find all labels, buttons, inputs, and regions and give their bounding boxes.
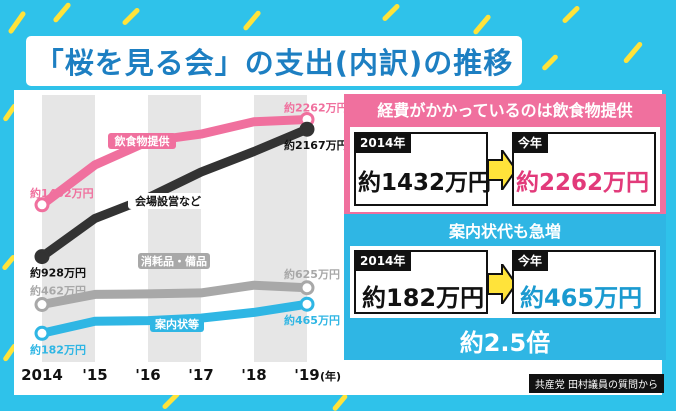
to-year-label: 今年 bbox=[512, 132, 549, 153]
data-point bbox=[299, 296, 315, 312]
series-tag: 消耗品・備品 bbox=[138, 253, 210, 269]
data-point bbox=[34, 197, 50, 213]
series-name: 案内状等 bbox=[154, 317, 199, 331]
arrow-right-icon bbox=[488, 150, 518, 190]
from-amount: 約1432万円 bbox=[358, 170, 492, 196]
data-point bbox=[34, 249, 50, 265]
series-tag: 案内状等 bbox=[150, 316, 204, 332]
x-tick-label: '15 bbox=[82, 366, 107, 384]
data-point bbox=[34, 297, 50, 313]
data-label: 約462万円 bbox=[30, 284, 86, 298]
x-tick-label: '18 bbox=[241, 366, 266, 384]
series-tag: 飲食物提供 bbox=[108, 133, 176, 149]
x-tick-label: '17 bbox=[188, 366, 213, 384]
data-point bbox=[299, 121, 315, 137]
from-year-label: 2014年 bbox=[354, 132, 412, 153]
callout-food-header: 経費がかかっているのは飲食物提供 bbox=[377, 101, 633, 120]
data-point bbox=[299, 280, 315, 296]
arrow-right-icon bbox=[488, 264, 518, 304]
from-year-label: 2014年 bbox=[354, 250, 412, 271]
series-line bbox=[37, 280, 312, 309]
to-amount: 約2262万円 bbox=[516, 170, 650, 196]
series-tag: 会場設営など bbox=[128, 193, 208, 209]
to-card bbox=[512, 132, 656, 206]
data-label: 約928万円 bbox=[30, 266, 86, 280]
data-label: 約625万円 bbox=[284, 267, 340, 281]
data-label: 約182万円 bbox=[30, 342, 86, 356]
data-label: 約2262万円 bbox=[284, 100, 348, 114]
series-name: 会場設営など bbox=[135, 194, 201, 208]
data-point bbox=[34, 325, 50, 341]
series-name: 消耗品・備品 bbox=[141, 254, 207, 268]
x-tick-label: '19 bbox=[294, 366, 319, 384]
source-caption: 共産党 田村議員の質問から bbox=[528, 374, 664, 393]
x-tick-label: '16 bbox=[135, 366, 160, 384]
to-amount: 約465万円 bbox=[520, 284, 643, 312]
x-tick-label: 2014 bbox=[21, 366, 63, 384]
multiplier-label: 約2.5倍 bbox=[459, 328, 551, 357]
series-line bbox=[37, 124, 312, 262]
x-unit-label: (年) bbox=[320, 369, 341, 383]
from-amount: 約182万円 bbox=[362, 284, 485, 312]
callout-invite-header: 案内状代も急増 bbox=[448, 222, 561, 241]
data-label: 約2167万円 bbox=[284, 138, 348, 152]
data-label: 約465万円 bbox=[284, 313, 340, 327]
to-year-label: 今年 bbox=[512, 250, 549, 271]
series-name: 飲食物提供 bbox=[114, 134, 170, 148]
page-title: 「桜を見る会」の支出(内訳)の推移 bbox=[26, 36, 522, 86]
data-label: 約1432万円 bbox=[30, 186, 94, 200]
